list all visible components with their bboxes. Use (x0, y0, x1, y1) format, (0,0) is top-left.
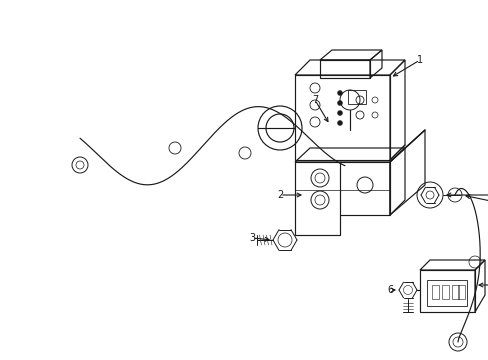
Circle shape (337, 111, 342, 116)
Bar (419, 270, 474, 312)
Bar (441, 285, 448, 299)
Bar (431, 285, 438, 299)
Bar (294, 75, 389, 160)
Bar (319, 60, 369, 78)
Text: 6: 6 (386, 285, 392, 295)
Text: 2: 2 (276, 190, 283, 200)
Text: 3: 3 (248, 233, 255, 243)
Circle shape (337, 121, 342, 126)
Bar (426, 280, 466, 306)
Bar (347, 90, 365, 104)
Text: 7: 7 (311, 95, 318, 105)
Circle shape (337, 90, 342, 95)
Bar (451, 285, 458, 299)
Circle shape (337, 100, 342, 105)
Bar (457, 285, 464, 299)
Text: 1: 1 (416, 55, 422, 65)
